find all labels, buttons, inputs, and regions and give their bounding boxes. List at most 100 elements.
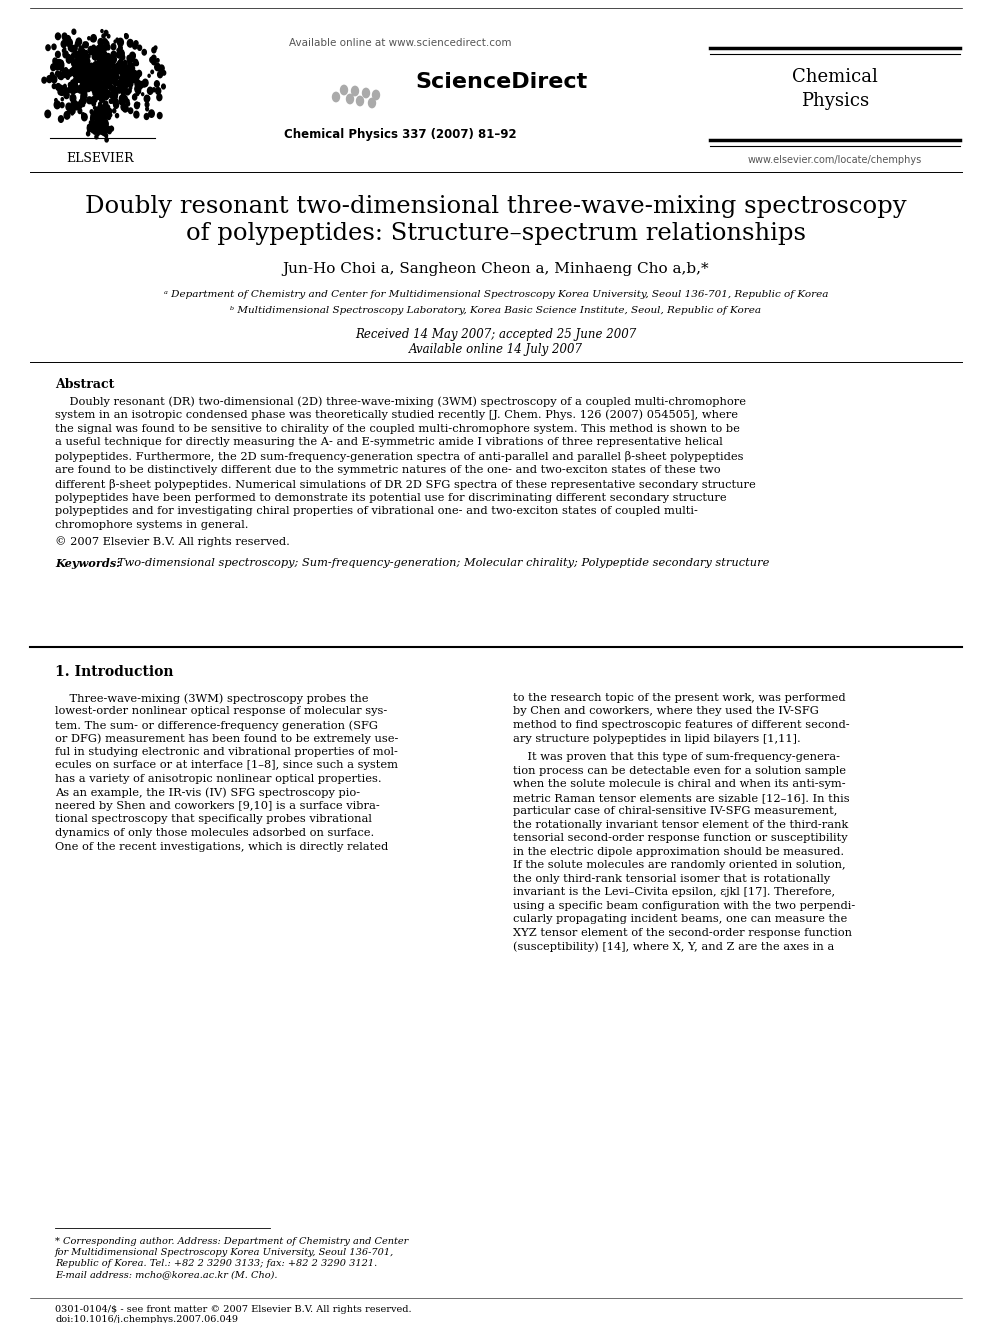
Text: of polypeptides: Structure–spectrum relationships: of polypeptides: Structure–spectrum rela…	[186, 222, 806, 245]
Circle shape	[112, 91, 117, 98]
Circle shape	[94, 124, 97, 128]
Circle shape	[103, 103, 106, 107]
Circle shape	[112, 65, 115, 69]
Circle shape	[118, 50, 123, 58]
Circle shape	[60, 61, 62, 64]
Circle shape	[100, 120, 102, 124]
Circle shape	[83, 81, 89, 87]
Circle shape	[136, 78, 139, 81]
Circle shape	[103, 52, 106, 56]
Text: If the solute molecules are randomly oriented in solution,: If the solute molecules are randomly ori…	[513, 860, 845, 871]
Circle shape	[71, 66, 76, 74]
Circle shape	[124, 74, 129, 81]
Text: Three-wave-mixing (3WM) spectroscopy probes the: Three-wave-mixing (3WM) spectroscopy pro…	[55, 693, 368, 704]
Text: polypeptides and for investigating chiral properties of vibrational one- and two: polypeptides and for investigating chira…	[55, 507, 698, 516]
Circle shape	[106, 64, 111, 69]
Circle shape	[102, 34, 105, 38]
Text: invariant is the Levi–Civita epsilon, εjkl [17]. Therefore,: invariant is the Levi–Civita epsilon, εj…	[513, 888, 835, 897]
Circle shape	[120, 70, 124, 75]
Circle shape	[74, 61, 79, 66]
Circle shape	[123, 66, 128, 73]
Circle shape	[122, 71, 127, 78]
Circle shape	[99, 54, 105, 62]
Circle shape	[119, 46, 122, 50]
Circle shape	[126, 83, 128, 87]
Circle shape	[98, 56, 103, 62]
Circle shape	[80, 87, 84, 93]
Circle shape	[111, 73, 114, 77]
Circle shape	[135, 77, 138, 82]
Circle shape	[131, 64, 134, 67]
Circle shape	[82, 62, 87, 70]
Circle shape	[106, 60, 108, 62]
Circle shape	[86, 64, 89, 67]
Circle shape	[95, 115, 98, 119]
Circle shape	[99, 57, 102, 60]
Circle shape	[90, 116, 94, 122]
Circle shape	[80, 50, 86, 58]
Circle shape	[94, 116, 97, 120]
Circle shape	[142, 82, 145, 86]
Circle shape	[97, 73, 102, 79]
Circle shape	[80, 82, 85, 90]
Circle shape	[136, 62, 139, 66]
Circle shape	[95, 116, 97, 120]
Circle shape	[97, 114, 100, 118]
Circle shape	[101, 119, 103, 122]
Circle shape	[119, 40, 122, 44]
Text: cularly propagating incident beams, one can measure the: cularly propagating incident beams, one …	[513, 914, 847, 925]
Circle shape	[93, 62, 98, 69]
Circle shape	[89, 66, 94, 73]
Circle shape	[108, 77, 110, 79]
Circle shape	[107, 57, 113, 65]
Circle shape	[97, 61, 101, 66]
Circle shape	[84, 81, 88, 86]
Circle shape	[109, 78, 112, 82]
Circle shape	[80, 97, 86, 105]
Circle shape	[98, 114, 101, 119]
Circle shape	[90, 110, 93, 114]
Circle shape	[151, 70, 154, 74]
Circle shape	[92, 120, 95, 126]
Circle shape	[46, 45, 51, 50]
Circle shape	[71, 53, 75, 58]
Circle shape	[68, 71, 71, 77]
Circle shape	[92, 73, 94, 75]
Circle shape	[84, 65, 87, 67]
Text: (susceptibility) [14], where X, Y, and Z are the axes in a: (susceptibility) [14], where X, Y, and Z…	[513, 942, 834, 953]
Text: ELSEVIER: ELSEVIER	[66, 152, 134, 165]
Circle shape	[112, 87, 117, 94]
Circle shape	[123, 67, 129, 74]
Text: the rotationally invariant tensor element of the third-rank: the rotationally invariant tensor elemen…	[513, 820, 848, 830]
Circle shape	[107, 82, 112, 87]
Circle shape	[95, 114, 98, 118]
Circle shape	[104, 62, 107, 66]
Circle shape	[112, 95, 116, 102]
Circle shape	[62, 49, 65, 53]
Circle shape	[113, 94, 116, 98]
Circle shape	[82, 60, 87, 66]
Circle shape	[62, 41, 66, 48]
Circle shape	[142, 49, 147, 56]
Circle shape	[125, 89, 130, 95]
Circle shape	[95, 128, 98, 132]
Circle shape	[134, 111, 139, 118]
Circle shape	[98, 115, 101, 119]
Circle shape	[51, 73, 54, 77]
Circle shape	[68, 89, 70, 93]
Circle shape	[90, 75, 95, 82]
Circle shape	[94, 110, 97, 114]
Circle shape	[154, 46, 157, 49]
Circle shape	[100, 114, 104, 119]
Circle shape	[59, 62, 63, 70]
Circle shape	[126, 65, 132, 73]
Circle shape	[124, 86, 127, 90]
Text: the only third-rank tensorial isomer that is rotationally: the only third-rank tensorial isomer tha…	[513, 875, 830, 884]
Circle shape	[94, 57, 97, 60]
Circle shape	[114, 75, 118, 81]
Circle shape	[96, 77, 98, 81]
Circle shape	[137, 70, 142, 77]
Circle shape	[110, 75, 115, 82]
Circle shape	[105, 138, 108, 142]
Text: when the solute molecule is chiral and when its anti-sym-: when the solute molecule is chiral and w…	[513, 779, 845, 790]
